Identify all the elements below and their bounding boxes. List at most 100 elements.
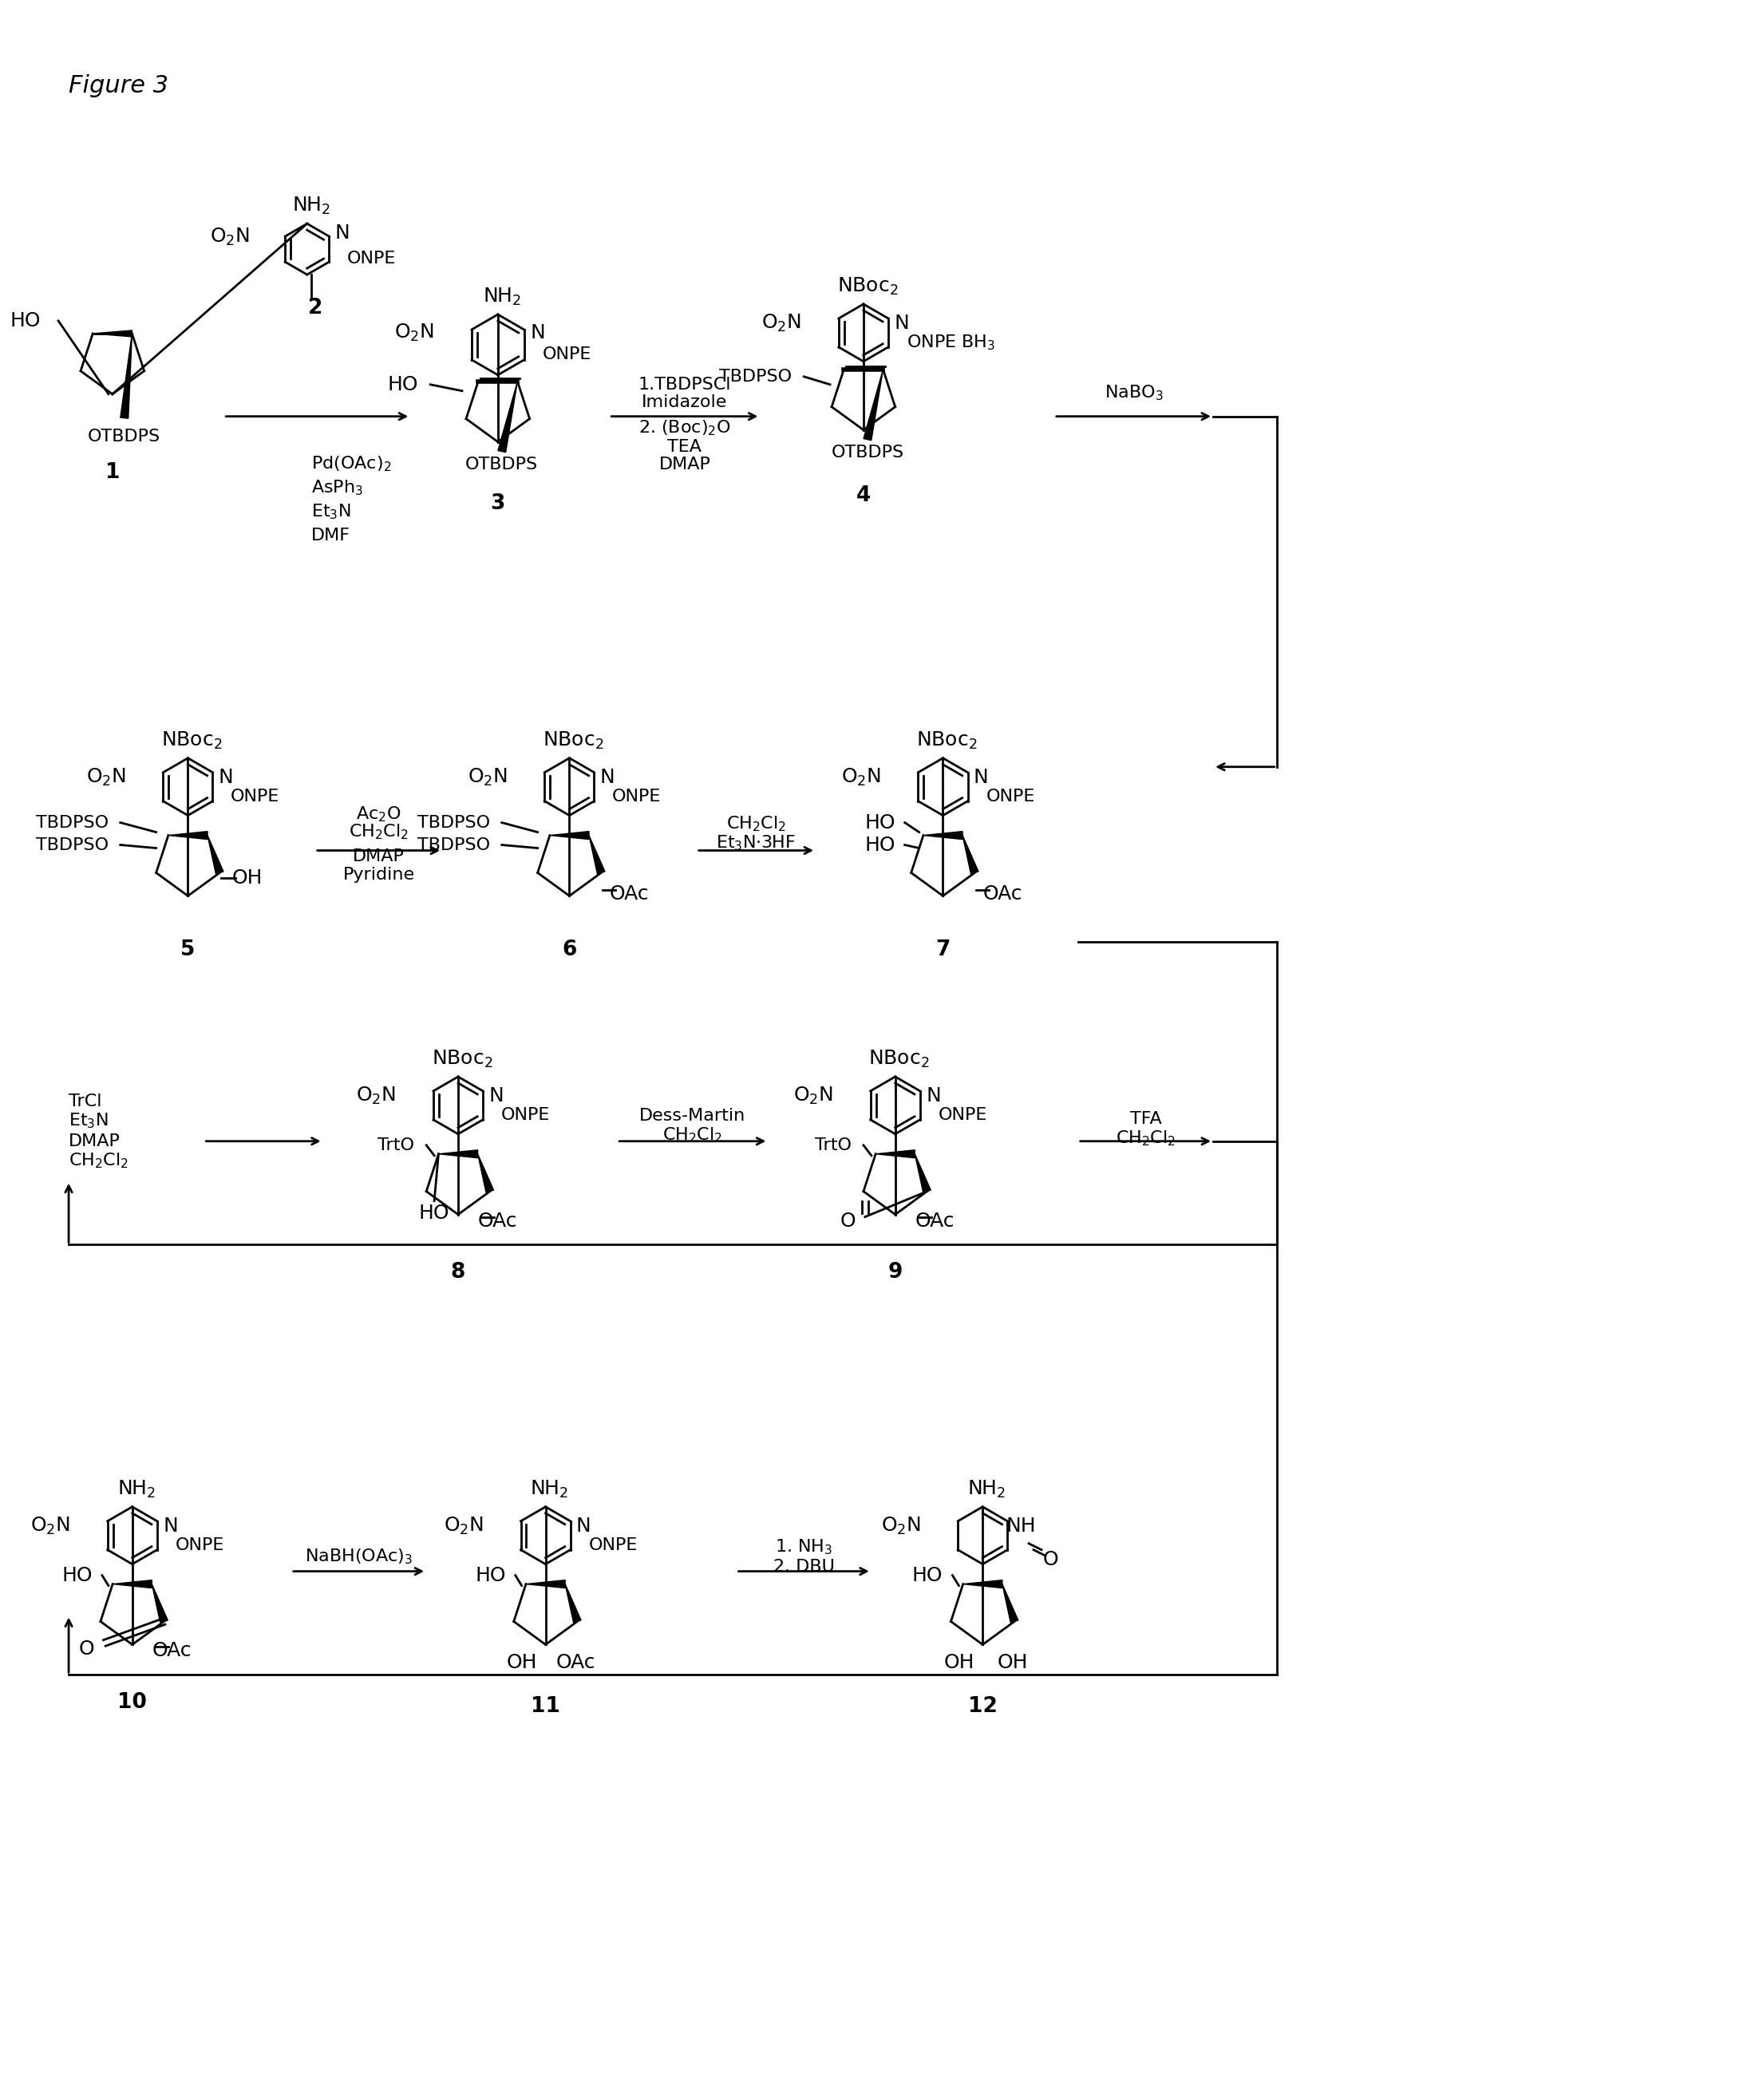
Text: OTBDPS: OTBDPS (88, 428, 161, 445)
Polygon shape (498, 382, 518, 451)
Polygon shape (153, 1583, 168, 1623)
Text: NaBO$_3$: NaBO$_3$ (1104, 382, 1164, 401)
Text: NH$_2$: NH$_2$ (291, 195, 330, 216)
Text: ONPE: ONPE (232, 788, 279, 804)
Text: TrCl: TrCl (68, 1094, 102, 1109)
Text: ONPE BH$_3$: ONPE BH$_3$ (906, 334, 995, 351)
Polygon shape (439, 1151, 477, 1157)
Text: N: N (893, 313, 909, 332)
Text: 9: 9 (888, 1262, 902, 1283)
Text: Dess-Martin: Dess-Martin (639, 1107, 746, 1124)
Text: OAc: OAc (477, 1212, 518, 1231)
Text: O$_2$N: O$_2$N (841, 766, 881, 788)
Text: HO: HO (61, 1567, 93, 1586)
Text: HO: HO (419, 1203, 449, 1222)
Text: TBDPSO: TBDPSO (35, 815, 109, 832)
Polygon shape (168, 832, 207, 840)
Text: Imidazole: Imidazole (642, 395, 728, 409)
Text: N: N (490, 1086, 504, 1105)
Text: OH: OH (507, 1653, 537, 1672)
Text: O$_2$N: O$_2$N (356, 1086, 397, 1107)
Text: N: N (974, 769, 988, 788)
Text: O$_2$N: O$_2$N (881, 1516, 921, 1537)
Text: 11: 11 (530, 1697, 560, 1718)
Text: TFA: TFA (1130, 1111, 1162, 1128)
Text: NBoc$_2$: NBoc$_2$ (542, 731, 604, 752)
Text: NH$_2$: NH$_2$ (483, 286, 521, 307)
Polygon shape (121, 334, 132, 418)
Text: OH: OH (997, 1653, 1028, 1672)
Polygon shape (863, 370, 883, 441)
Text: 1.TBDPSCl: 1.TBDPSCl (639, 376, 732, 393)
Text: ONPE: ONPE (588, 1537, 637, 1554)
Polygon shape (112, 1579, 153, 1588)
Polygon shape (93, 330, 132, 336)
Text: N: N (219, 769, 233, 788)
Text: OAc: OAc (556, 1653, 595, 1672)
Text: OH: OH (232, 869, 263, 888)
Text: ONPE: ONPE (939, 1107, 986, 1124)
Text: N: N (927, 1086, 941, 1105)
Text: ONPE: ONPE (612, 788, 662, 804)
Text: Figure 3: Figure 3 (68, 74, 168, 97)
Text: HO: HO (865, 813, 895, 832)
Text: HO: HO (476, 1567, 505, 1586)
Polygon shape (590, 836, 605, 874)
Text: ONPE: ONPE (500, 1107, 549, 1124)
Text: HO: HO (388, 376, 418, 395)
Text: N: N (530, 323, 546, 342)
Text: O$_2$N: O$_2$N (762, 313, 802, 334)
Text: NH$_2$: NH$_2$ (530, 1478, 569, 1499)
Text: 7: 7 (935, 939, 949, 960)
Text: NBoc$_2$: NBoc$_2$ (837, 275, 899, 296)
Text: 2. (Boc)$_2$O: 2. (Boc)$_2$O (639, 418, 730, 437)
Polygon shape (549, 832, 590, 840)
Text: N: N (576, 1516, 591, 1535)
Text: HO: HO (865, 836, 895, 855)
Text: ONPE: ONPE (542, 346, 591, 361)
Text: OTBDPS: OTBDPS (465, 456, 539, 472)
Text: O: O (1042, 1550, 1058, 1569)
Polygon shape (565, 1583, 581, 1623)
Text: 10: 10 (118, 1693, 147, 1714)
Text: OTBDPS: OTBDPS (832, 445, 904, 460)
Text: CH$_2$Cl$_2$: CH$_2$Cl$_2$ (1116, 1128, 1176, 1147)
Text: OAc: OAc (609, 884, 649, 903)
Text: NH$_2$: NH$_2$ (118, 1478, 156, 1499)
Text: Pyridine: Pyridine (342, 867, 414, 884)
Text: NBoc$_2$: NBoc$_2$ (161, 731, 223, 752)
Text: OAc: OAc (914, 1212, 955, 1231)
Polygon shape (876, 1151, 914, 1157)
Text: O$_2$N: O$_2$N (395, 321, 433, 342)
Text: Pd(OAc)$_2$: Pd(OAc)$_2$ (311, 456, 391, 475)
Polygon shape (207, 836, 223, 874)
Text: NaBH(OAc)$_3$: NaBH(OAc)$_3$ (305, 1548, 412, 1567)
Polygon shape (1002, 1583, 1018, 1623)
Text: DMAP: DMAP (353, 848, 405, 863)
Text: Et$_3$N·3HF: Et$_3$N·3HF (716, 834, 797, 853)
Text: TBDPSO: TBDPSO (720, 370, 792, 384)
Text: TBDPSO: TBDPSO (418, 838, 490, 853)
Text: N: N (163, 1516, 177, 1535)
Polygon shape (526, 1579, 565, 1588)
Text: 2: 2 (307, 298, 323, 319)
Text: 8: 8 (451, 1262, 465, 1283)
Text: O$_2$N: O$_2$N (467, 766, 507, 788)
Text: Ac$_2$O: Ac$_2$O (356, 804, 402, 823)
Text: O: O (79, 1640, 95, 1659)
Text: 2. DBU: 2. DBU (774, 1558, 835, 1575)
Text: O$_2$N: O$_2$N (793, 1086, 834, 1107)
Polygon shape (477, 1155, 493, 1193)
Text: NBoc$_2$: NBoc$_2$ (869, 1048, 930, 1069)
Text: CH$_2$Cl$_2$: CH$_2$Cl$_2$ (663, 1126, 723, 1145)
Text: ONPE: ONPE (347, 250, 397, 267)
Text: CH$_2$Cl$_2$: CH$_2$Cl$_2$ (68, 1151, 128, 1170)
Text: DMAP: DMAP (68, 1134, 121, 1149)
Text: NH$_2$: NH$_2$ (967, 1478, 1006, 1499)
Text: ONPE: ONPE (176, 1537, 225, 1554)
Text: 6: 6 (562, 939, 577, 960)
Text: O$_2$N: O$_2$N (30, 1516, 70, 1537)
Text: TrtO: TrtO (377, 1138, 414, 1153)
Text: AsPh$_3$: AsPh$_3$ (311, 479, 363, 498)
Text: OH: OH (944, 1653, 974, 1672)
